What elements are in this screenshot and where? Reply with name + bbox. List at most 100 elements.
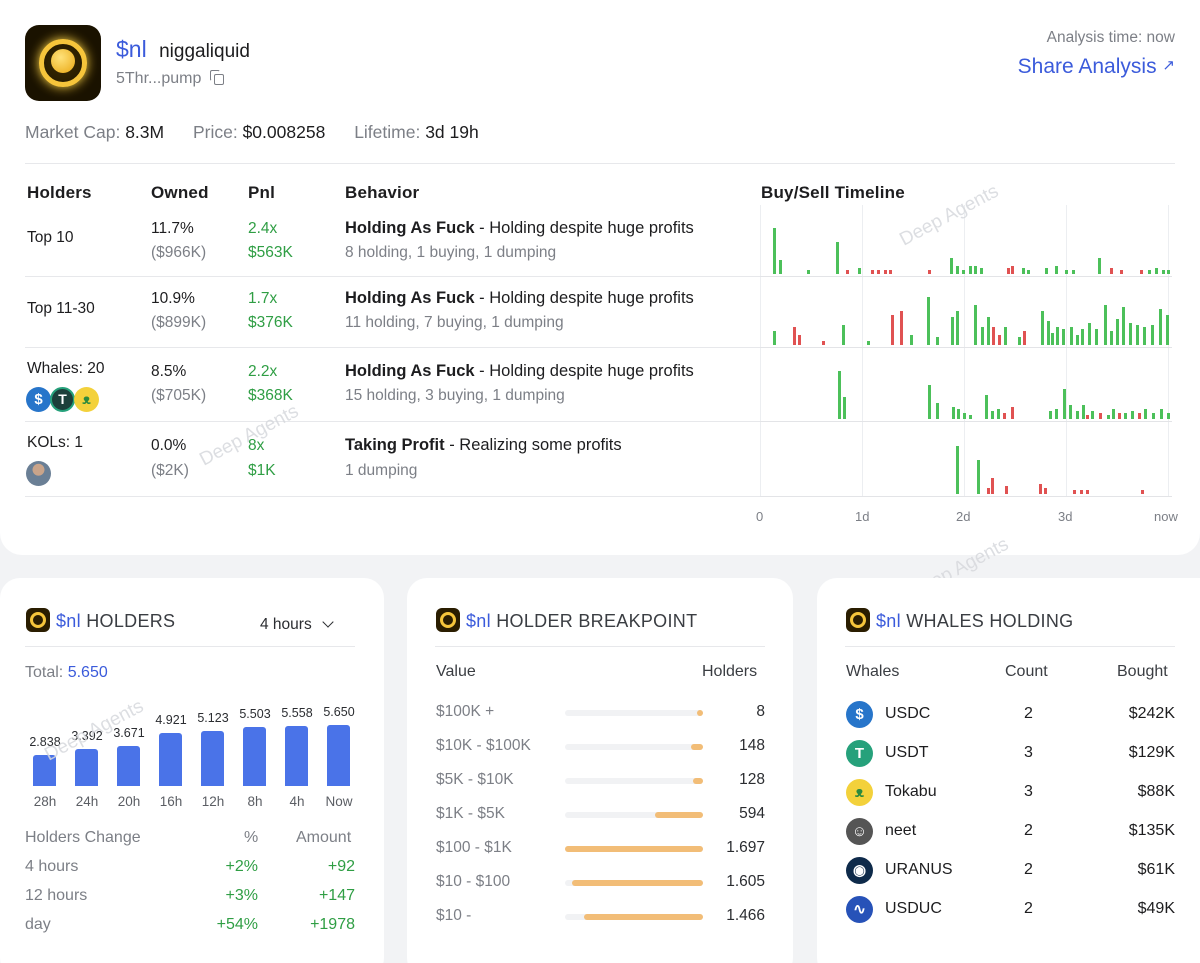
- divider: [25, 163, 1175, 164]
- col-header-timeline: Buy/Sell Timeline: [761, 183, 905, 202]
- buy-mark: [1062, 329, 1065, 345]
- total-label: Total:: [25, 664, 64, 681]
- sell-mark: [928, 270, 931, 274]
- behavior-detail: 11 holding, 7 buying, 1 dumping: [345, 314, 564, 331]
- buy-mark: [969, 415, 972, 419]
- external-link-icon: ↗: [1162, 57, 1175, 74]
- buy-mark: [1076, 335, 1079, 345]
- buy-mark: [974, 266, 977, 274]
- buy-mark: [836, 242, 839, 274]
- buy-mark: [1151, 325, 1154, 345]
- change-period: 12 hours: [25, 887, 88, 904]
- sell-mark: [1044, 488, 1047, 494]
- timeline-tick: 0: [756, 509, 764, 524]
- price-label: Price:: [192, 122, 238, 142]
- holders-bar-value: 5.650: [323, 705, 355, 719]
- holders-bar: [243, 727, 266, 786]
- buy-mark: [950, 258, 953, 274]
- sell-mark: [884, 270, 887, 274]
- buy-mark: [1159, 309, 1162, 345]
- buy-mark: [773, 331, 776, 345]
- buy-mark: [1162, 270, 1165, 274]
- breakpoint-panel: [407, 578, 793, 963]
- copy-icon[interactable]: [209, 70, 226, 86]
- whales-panel-title: $nl WHALES HOLDING: [876, 611, 1074, 631]
- change-amount: +1978: [310, 916, 355, 933]
- behavior-desc: - Holding despite huge profits: [474, 289, 694, 307]
- pnl-multiple: 2.2x: [248, 363, 278, 380]
- breakpoint-fill: [565, 846, 703, 852]
- owned-pct: 10.9%: [151, 290, 195, 307]
- sell-mark: [1005, 486, 1008, 494]
- sell-mark: [1039, 484, 1042, 494]
- holders-bar: [327, 725, 350, 786]
- sell-mark: [1120, 270, 1123, 274]
- breakpoint-range: $1K - $5K: [436, 805, 505, 822]
- timeline-tick: 2d: [956, 509, 971, 524]
- sell-mark: [998, 335, 1001, 345]
- holders-bar: [33, 755, 56, 786]
- breakpoint-fill: [584, 914, 703, 920]
- buy-mark: [842, 325, 845, 345]
- row-group: Top 11-30: [27, 300, 95, 317]
- holders-bar-label: Now: [325, 794, 353, 809]
- buy-mark: [807, 270, 810, 274]
- breakpoint-holders: 8: [756, 703, 765, 720]
- neet-icon: ☺: [846, 818, 873, 845]
- pnl-usd: $563K: [248, 244, 293, 261]
- sell-mark: [1110, 268, 1113, 274]
- behavior-detail: 15 holding, 3 buying, 1 dumping: [345, 387, 565, 404]
- buy-mark: [991, 411, 994, 419]
- holders-bar-label: 28h: [33, 794, 57, 809]
- behavior-title: Taking Profit: [345, 436, 445, 454]
- price-value: $0.008258: [242, 122, 326, 142]
- whale-bought: $61K: [1137, 861, 1175, 878]
- pnl-multiple: 1.7x: [248, 290, 278, 307]
- behavior-desc: - Realizing some profits: [444, 436, 622, 454]
- sell-mark: [1011, 266, 1014, 274]
- pnl-usd: $376K: [248, 314, 293, 331]
- buy-mark: [1124, 413, 1127, 419]
- sell-mark: [1080, 490, 1083, 494]
- col-header-owned: Owned: [151, 183, 209, 202]
- share-analysis-link[interactable]: Share Analysis ↗: [1018, 55, 1175, 79]
- behavior-detail: 8 holding, 1 buying, 1 dumping: [345, 244, 557, 261]
- whale-bought: $88K: [1137, 783, 1175, 800]
- breakpoint-track: [565, 710, 703, 716]
- breakpoint-range: $100K +: [436, 703, 495, 720]
- value-header: Value: [436, 663, 476, 680]
- usdt-icon: T: [50, 387, 75, 412]
- buy-mark: [997, 409, 1000, 419]
- whale-name: URANUS: [885, 861, 953, 878]
- kol-avatar[interactable]: [26, 461, 51, 486]
- buy-mark: [1047, 321, 1050, 345]
- buy-sell-timeline: [760, 205, 1172, 497]
- breakpoint-holders: 1.697: [726, 839, 765, 856]
- time-range-select[interactable]: 4 hours: [260, 616, 334, 634]
- buy-mark: [956, 446, 959, 494]
- buy-mark: [1041, 311, 1044, 345]
- change-amount: +147: [318, 887, 355, 904]
- buy-mark: [1129, 323, 1132, 345]
- buy-mark: [977, 460, 980, 494]
- breakpoint-fill: [572, 880, 703, 886]
- lifetime-label: Lifetime:: [354, 122, 421, 142]
- behavior-title: Holding As Fuck: [345, 362, 475, 380]
- sell-mark: [992, 327, 995, 345]
- behavior-title: Holding As Fuck: [345, 289, 475, 307]
- breakpoint-holders: 128: [739, 771, 765, 788]
- buy-mark: [1018, 337, 1021, 345]
- token-address: 5Thr...pump: [116, 70, 202, 87]
- breakpoint-holders: 594: [739, 805, 765, 822]
- buy-mark: [1131, 411, 1134, 419]
- usdc-icon: $: [846, 701, 873, 728]
- sell-mark: [900, 311, 903, 345]
- holders-bar-label: 4h: [289, 794, 305, 809]
- sell-mark: [871, 270, 874, 274]
- holders-bar: [117, 746, 140, 786]
- buy-mark: [928, 385, 931, 419]
- analysis-time: Analysis time: now: [1046, 29, 1175, 46]
- buy-mark: [1027, 270, 1030, 274]
- buy-mark: [1095, 329, 1098, 345]
- behavior-desc: - Holding despite huge profits: [474, 219, 694, 237]
